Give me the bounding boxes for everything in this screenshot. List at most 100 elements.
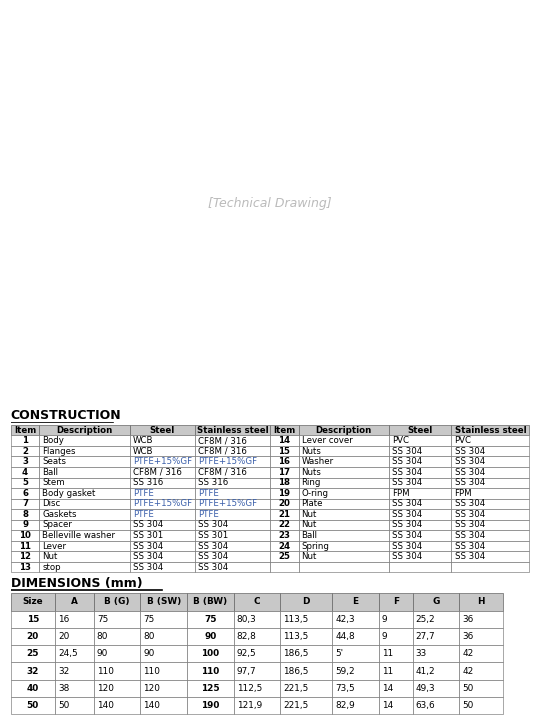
Text: O-ring: O-ring — [302, 489, 329, 498]
FancyBboxPatch shape — [195, 425, 270, 436]
Text: 5': 5' — [335, 649, 343, 658]
FancyBboxPatch shape — [94, 593, 140, 611]
Text: Description: Description — [57, 426, 113, 435]
FancyBboxPatch shape — [195, 530, 270, 541]
Text: 75: 75 — [204, 615, 217, 624]
FancyBboxPatch shape — [195, 562, 270, 572]
FancyBboxPatch shape — [413, 628, 459, 645]
FancyBboxPatch shape — [39, 509, 130, 520]
Text: 18: 18 — [278, 478, 291, 487]
Text: 36: 36 — [462, 615, 474, 624]
FancyBboxPatch shape — [459, 662, 503, 680]
Text: 100: 100 — [201, 649, 219, 658]
Text: 42: 42 — [462, 667, 474, 675]
FancyBboxPatch shape — [11, 509, 39, 520]
Text: 140: 140 — [97, 701, 114, 710]
Text: SS 301: SS 301 — [133, 531, 164, 540]
FancyBboxPatch shape — [389, 456, 451, 467]
FancyBboxPatch shape — [130, 520, 195, 530]
Text: 25: 25 — [26, 649, 39, 658]
Text: 24: 24 — [278, 541, 291, 551]
Text: 110: 110 — [144, 667, 160, 675]
Text: Nut: Nut — [302, 510, 317, 519]
Text: 9: 9 — [382, 615, 388, 624]
FancyBboxPatch shape — [140, 628, 187, 645]
Text: PVC: PVC — [393, 436, 409, 445]
FancyBboxPatch shape — [55, 628, 94, 645]
Text: F: F — [393, 598, 399, 606]
Text: SS 304: SS 304 — [455, 552, 485, 561]
FancyBboxPatch shape — [11, 611, 55, 628]
FancyBboxPatch shape — [11, 446, 39, 456]
FancyBboxPatch shape — [299, 425, 389, 436]
FancyBboxPatch shape — [459, 593, 503, 611]
Text: PVC: PVC — [455, 436, 471, 445]
Text: 32: 32 — [26, 667, 39, 675]
FancyBboxPatch shape — [451, 520, 529, 530]
FancyBboxPatch shape — [11, 488, 39, 498]
Text: 50: 50 — [462, 701, 474, 710]
Text: 20: 20 — [278, 500, 290, 508]
FancyBboxPatch shape — [270, 509, 299, 520]
Text: Disc: Disc — [43, 500, 60, 508]
FancyBboxPatch shape — [11, 530, 39, 541]
Text: 22: 22 — [278, 521, 291, 529]
FancyBboxPatch shape — [11, 541, 39, 552]
FancyBboxPatch shape — [94, 645, 140, 662]
FancyBboxPatch shape — [270, 520, 299, 530]
FancyBboxPatch shape — [389, 477, 451, 488]
FancyBboxPatch shape — [39, 436, 130, 446]
Text: G: G — [432, 598, 440, 606]
FancyBboxPatch shape — [451, 446, 529, 456]
Text: 50: 50 — [58, 701, 69, 710]
Text: 15: 15 — [26, 615, 39, 624]
Text: PTFE+15%GF: PTFE+15%GF — [198, 500, 257, 508]
FancyBboxPatch shape — [280, 628, 332, 645]
FancyBboxPatch shape — [459, 645, 503, 662]
FancyBboxPatch shape — [332, 697, 379, 714]
Text: 80,3: 80,3 — [237, 615, 256, 624]
Text: SS 304: SS 304 — [198, 552, 228, 561]
Text: 24,5: 24,5 — [58, 649, 78, 658]
FancyBboxPatch shape — [379, 611, 413, 628]
Text: WCB: WCB — [133, 446, 154, 456]
FancyBboxPatch shape — [140, 611, 187, 628]
Text: 44,8: 44,8 — [335, 632, 355, 641]
FancyBboxPatch shape — [459, 611, 503, 628]
FancyBboxPatch shape — [280, 593, 332, 611]
Text: SS 304: SS 304 — [393, 521, 423, 529]
FancyBboxPatch shape — [389, 552, 451, 562]
Text: SS 304: SS 304 — [198, 562, 228, 572]
Text: PTFE: PTFE — [133, 510, 154, 519]
Text: SS 304: SS 304 — [133, 521, 164, 529]
FancyBboxPatch shape — [379, 645, 413, 662]
Text: Lever: Lever — [43, 541, 66, 551]
FancyBboxPatch shape — [234, 593, 280, 611]
Text: 9: 9 — [22, 521, 28, 529]
Text: 42: 42 — [462, 649, 474, 658]
FancyBboxPatch shape — [299, 467, 389, 477]
FancyBboxPatch shape — [195, 509, 270, 520]
FancyBboxPatch shape — [280, 680, 332, 697]
Text: 125: 125 — [201, 684, 220, 693]
FancyBboxPatch shape — [130, 477, 195, 488]
Text: 16: 16 — [278, 457, 291, 467]
FancyBboxPatch shape — [94, 662, 140, 680]
FancyBboxPatch shape — [332, 645, 379, 662]
Text: 38: 38 — [58, 684, 69, 693]
FancyBboxPatch shape — [270, 562, 299, 572]
Text: Lever cover: Lever cover — [302, 436, 353, 445]
Text: Belleville washer: Belleville washer — [43, 531, 116, 540]
Text: Washer: Washer — [302, 457, 334, 467]
FancyBboxPatch shape — [451, 436, 529, 446]
FancyBboxPatch shape — [11, 436, 39, 446]
FancyBboxPatch shape — [299, 498, 389, 509]
Text: 36: 36 — [462, 632, 474, 641]
Text: 80: 80 — [97, 632, 108, 641]
Text: WCB: WCB — [133, 436, 154, 445]
Text: SS 304: SS 304 — [455, 468, 485, 477]
Text: 5: 5 — [22, 478, 28, 487]
Text: SS 304: SS 304 — [455, 457, 485, 467]
FancyBboxPatch shape — [39, 552, 130, 562]
Text: Body gasket: Body gasket — [43, 489, 96, 498]
